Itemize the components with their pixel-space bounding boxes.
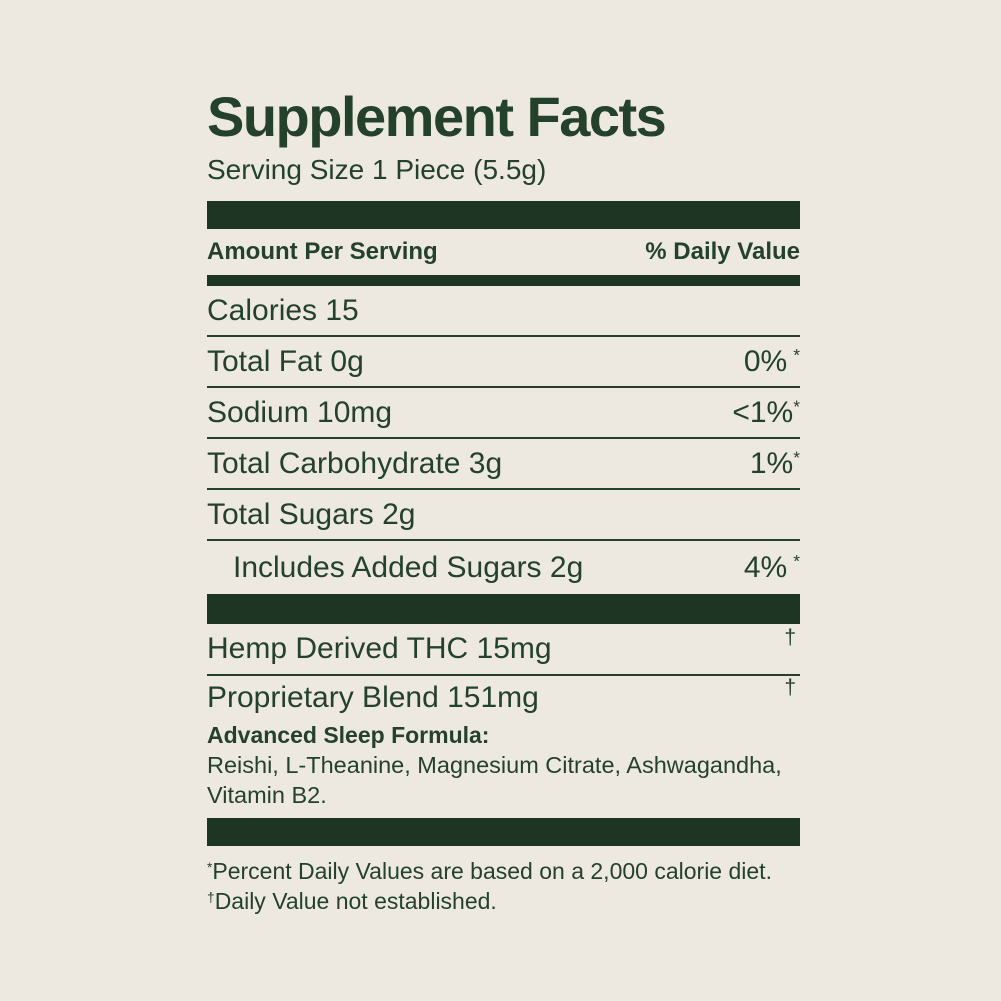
table-row: Calories 15 [207,286,800,337]
table-row: Proprietary Blend 151mg † [207,676,800,720]
nutrient-name: Calories 15 [207,293,359,327]
asterisk-marker: * [793,395,800,416]
footnote-daily-value: †Daily Value not established. [207,888,497,914]
table-row: Total Carbohydrate 3g 1%* [207,439,800,490]
asterisk-marker: * [793,550,800,571]
divider-bar-top [207,201,800,229]
table-row: Total Sugars 2g [207,490,800,541]
divider-bar-middle [207,594,800,624]
daily-value-header: % Daily Value [645,238,800,265]
blend-ingredients-line: Vitamin B2. [207,782,327,808]
divider-bar-bottom [207,818,800,846]
footnote-percent-daily-value: *Percent Daily Values are based on a 2,0… [207,858,772,884]
nutrient-name: Hemp Derived THC 15mg [207,632,552,665]
page-title: Supplement Facts [207,85,667,148]
blend-formula-label: Advanced Sleep Formula: [207,722,490,748]
table-row: Hemp Derived THC 15mg † [207,624,800,676]
table-header-row: Amount Per Serving % Daily Value [207,229,800,275]
asterisk-marker: * [793,344,800,365]
supplement-facts-panel: Supplement Facts Serving Size 1 Piece (5… [207,86,800,916]
serving-size-text: Serving Size 1 Piece (5.5g) [207,154,547,185]
dagger-marker: † [784,676,796,699]
nutrient-name: Total Carbohydrate 3g [207,446,503,480]
amount-per-serving-header: Amount Per Serving [207,238,438,265]
nutrient-daily-value: 4% * [743,550,800,584]
nutrient-name: Proprietary Blend 151mg [207,681,539,714]
nutrient-name: Includes Added Sugars 2g [233,550,584,584]
asterisk-marker: * [793,446,800,467]
nutrient-daily-value: <1%* [732,395,800,429]
divider-bar-medium [207,275,800,286]
nutrient-name: Total Fat 0g [207,344,364,378]
table-row: Includes Added Sugars 2g 4% * [207,541,800,594]
nutrient-name: Total Sugars 2g [207,497,416,531]
nutrient-daily-value: 0% * [743,344,800,378]
nutrient-name: Sodium 10mg [207,395,393,429]
dagger-marker: † [784,626,796,649]
blend-ingredients-line: Reishi, L-Theanine, Magnesium Citrate, A… [207,752,782,778]
asterisk-marker: * [207,860,213,876]
dagger-marker: † [207,890,215,906]
nutrient-daily-value: 1%* [749,446,800,480]
table-row: Sodium 10mg <1%* [207,388,800,439]
table-row: Total Fat 0g 0% * [207,337,800,388]
